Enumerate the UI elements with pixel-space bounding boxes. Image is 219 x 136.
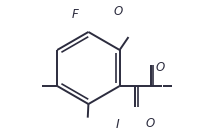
Text: O: O [146,117,155,130]
Text: I: I [116,118,120,131]
Text: O: O [155,61,164,74]
Text: F: F [71,8,78,21]
Text: O: O [114,5,123,18]
